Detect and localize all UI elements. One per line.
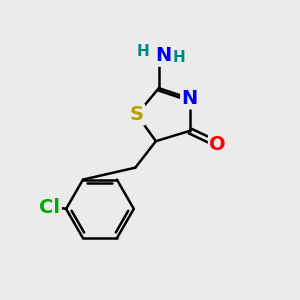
Text: S: S — [130, 105, 144, 124]
Text: H: H — [173, 50, 186, 65]
Text: O: O — [209, 135, 226, 154]
Text: N: N — [182, 89, 198, 108]
Text: H: H — [136, 44, 149, 59]
Text: N: N — [155, 46, 171, 65]
Text: Cl: Cl — [39, 198, 60, 217]
